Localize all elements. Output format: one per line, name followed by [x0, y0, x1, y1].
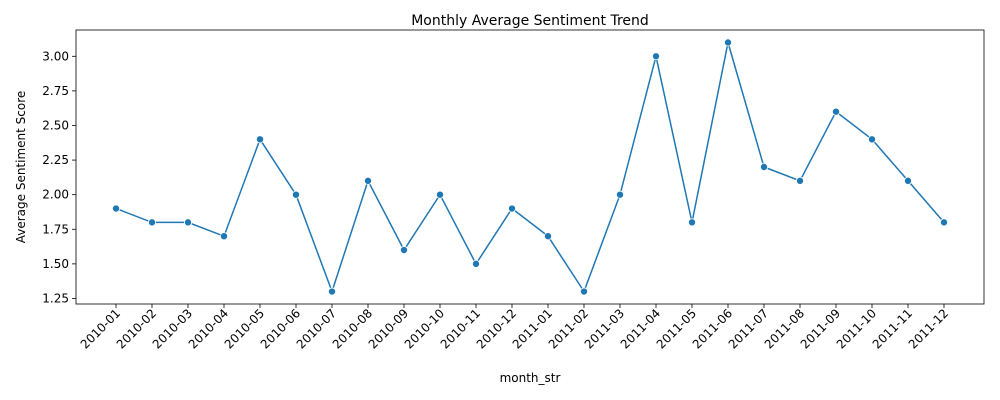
data-point — [112, 204, 121, 213]
data-point — [652, 52, 661, 61]
data-point — [147, 218, 156, 227]
data-point — [832, 107, 841, 116]
data-point — [255, 135, 264, 144]
data-point — [183, 218, 192, 227]
y-tick-label: 1.75 — [42, 222, 69, 236]
data-point — [544, 232, 553, 241]
y-tick-label: 2.50 — [42, 118, 69, 132]
data-point — [291, 190, 300, 199]
data-point — [796, 176, 805, 185]
y-tick-label: 2.25 — [42, 153, 69, 167]
data-point — [616, 190, 625, 199]
data-point — [868, 135, 877, 144]
data-point — [688, 218, 697, 227]
data-point — [219, 232, 228, 241]
series-line — [115, 42, 945, 294]
y-tick-label: 1.25 — [42, 291, 69, 305]
data-point — [399, 246, 408, 255]
data-point — [940, 218, 949, 227]
data-point — [904, 176, 913, 185]
data-point — [760, 162, 769, 171]
x-tick-label: 2011-12 — [906, 306, 951, 351]
y-tick-label: 2.00 — [42, 188, 69, 202]
data-point — [327, 287, 336, 296]
x-axis-label: month_str — [500, 371, 561, 385]
y-axis-label: Average Sentiment Score — [14, 91, 28, 244]
data-point — [507, 204, 516, 213]
chart-title: Monthly Average Sentiment Trend — [411, 13, 649, 29]
data-point — [435, 190, 444, 199]
plot-frame — [75, 29, 985, 305]
data-point — [471, 259, 480, 268]
data-point — [580, 287, 589, 296]
y-tick-label: 1.50 — [42, 257, 69, 271]
data-point — [724, 38, 733, 47]
x-axis-ticks: 2010-012010-022010-032010-042010-052010-… — [78, 304, 951, 352]
data-point — [363, 176, 372, 185]
y-axis-ticks: 1.25 1.50 1.75 2.00 2.25 2.50 2.75 3.00 — [42, 49, 76, 305]
y-tick-label: 2.75 — [42, 84, 69, 98]
series-markers — [112, 38, 949, 296]
y-tick-label: 3.00 — [42, 49, 69, 63]
